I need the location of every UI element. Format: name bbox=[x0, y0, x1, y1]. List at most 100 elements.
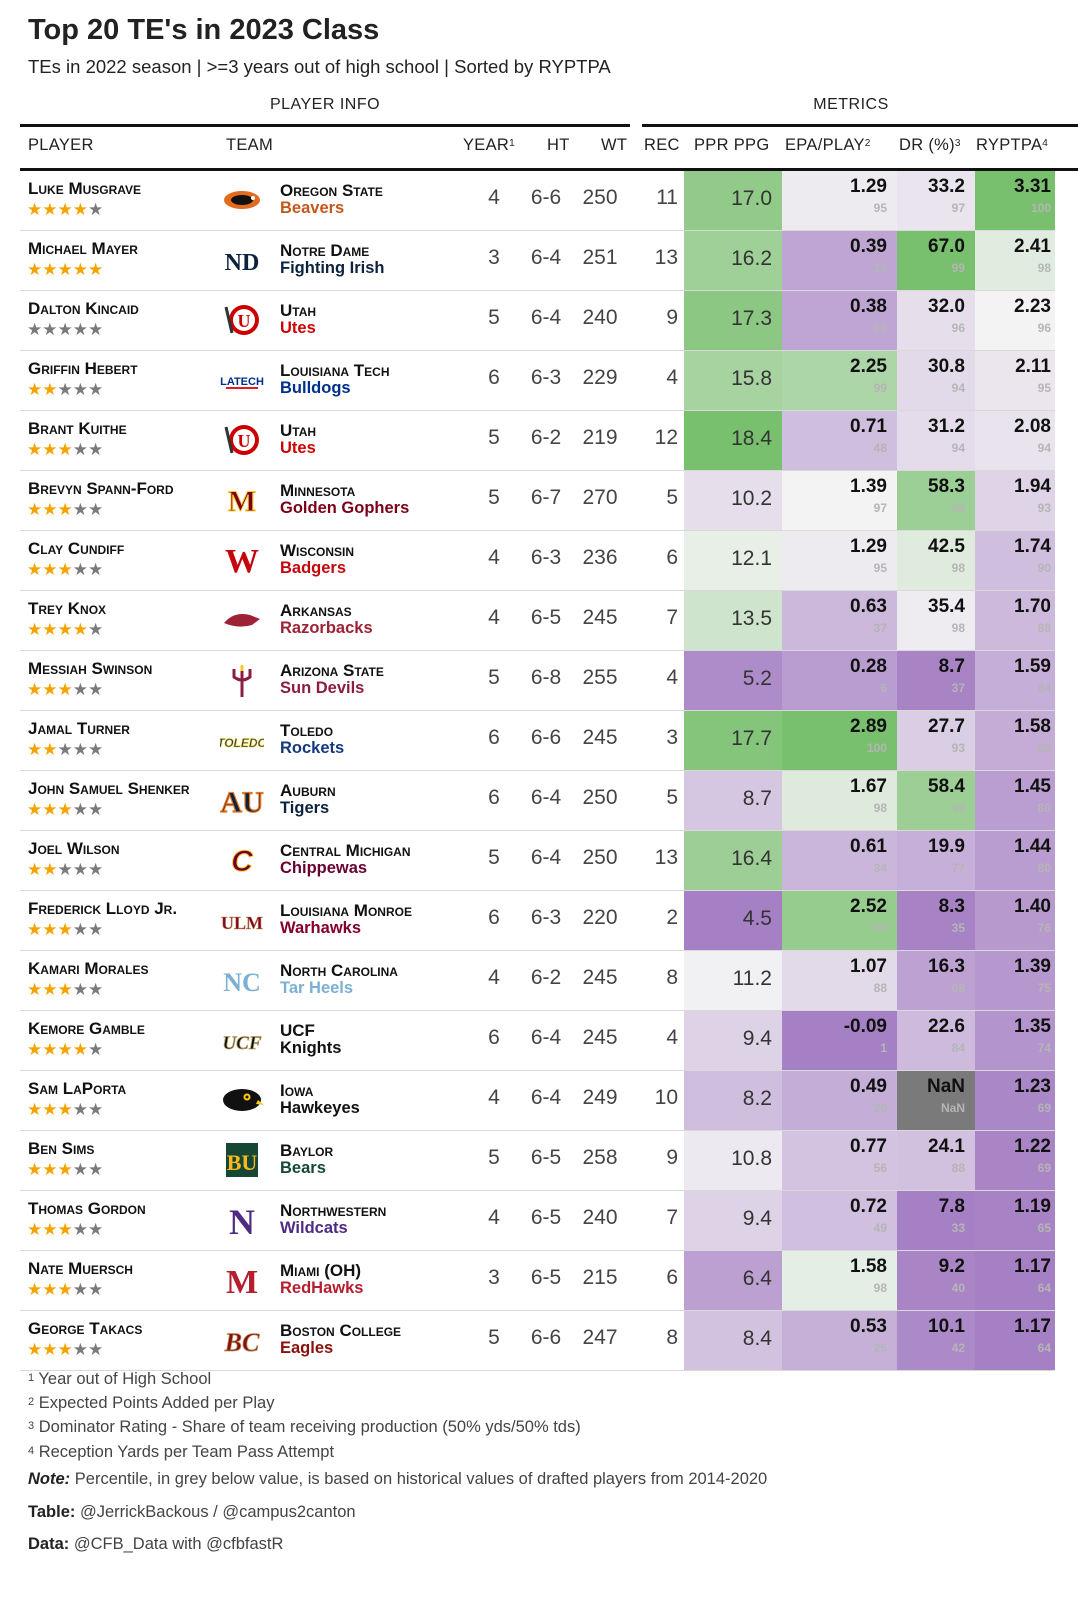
dr-percentile: 33 bbox=[951, 1221, 965, 1235]
svg-text:U: U bbox=[238, 431, 251, 451]
table-row: Kemore Gamble ★★★★★ UCF UCF Knights 6 6-4 245 4 9… bbox=[20, 1010, 1055, 1071]
ht-cell: 6-6 bbox=[518, 710, 574, 771]
ppr-value: 17.3 bbox=[731, 307, 772, 330]
year-value: 5 bbox=[488, 1146, 500, 1169]
svg-text:U: U bbox=[238, 311, 251, 331]
ryptpa-percentile: 65 bbox=[1037, 1221, 1051, 1235]
rec-cell: 6 bbox=[626, 530, 684, 591]
svg-text:W: W bbox=[225, 543, 259, 577]
team-name: Wisconsin bbox=[280, 541, 355, 560]
svg-text:M: M bbox=[228, 485, 256, 517]
header-year: YEAR1 bbox=[463, 136, 516, 154]
svg-text:BU: BU bbox=[227, 1150, 258, 1175]
logo-cell bbox=[218, 650, 280, 711]
wt-cell: 258 bbox=[574, 1130, 626, 1191]
ppr-value: 16.4 bbox=[731, 847, 772, 870]
ryptpa-cell: 1.23 69 bbox=[975, 1070, 1055, 1131]
team-nickname: Sun Devils bbox=[280, 679, 365, 697]
team-name: Baylor bbox=[280, 1141, 334, 1160]
dr-value: 32.0 bbox=[928, 296, 965, 317]
ryptpa-percentile: 84 bbox=[1037, 681, 1051, 695]
wt-cell: 245 bbox=[574, 590, 626, 651]
player-name: Nate Muersch bbox=[28, 1259, 133, 1278]
height-value: 6-8 bbox=[530, 666, 562, 689]
footnote-data-credit: Data: @CFB_Data with @cfbfastR bbox=[28, 1535, 284, 1553]
year-cell: 4 bbox=[470, 950, 518, 1011]
team-cell: Auburn Tigers bbox=[280, 770, 470, 831]
wt-cell: 220 bbox=[574, 890, 626, 951]
ryptpa-percentile: 76 bbox=[1037, 921, 1051, 935]
ryptpa-cell: 1.70 88 bbox=[975, 590, 1055, 651]
rec-cell: 7 bbox=[626, 1190, 684, 1251]
ht-cell: 6-5 bbox=[518, 590, 574, 651]
epa-value: 2.52 bbox=[850, 896, 887, 917]
team-nickname: Tar Heels bbox=[280, 979, 354, 997]
dr-value: 16.3 bbox=[928, 956, 965, 977]
ppr-cell: 16.2 bbox=[684, 230, 782, 291]
team-cell: Northwestern Wildcats bbox=[280, 1190, 470, 1251]
ryptpa-value: 1.40 bbox=[1014, 896, 1051, 917]
ht-cell: 6-2 bbox=[518, 950, 574, 1011]
year-value: 4 bbox=[488, 1206, 500, 1229]
footnote-3: 3 Dominator Rating - Share of team recei… bbox=[28, 1418, 581, 1436]
rec-value: 11 bbox=[656, 186, 678, 209]
table-row: Brant Kuithe ★★★★★ U Utah Utes 5 6-2 219 12 18.4 0… bbox=[20, 410, 1055, 471]
ryptpa-value: 1.58 bbox=[1014, 716, 1051, 737]
player-name: George Takacs bbox=[28, 1319, 143, 1338]
ryptpa-value: 2.11 bbox=[1015, 356, 1051, 377]
year-value: 5 bbox=[488, 306, 500, 329]
ht-cell: 6-4 bbox=[518, 830, 574, 891]
dr-cell: 33.2 97 bbox=[897, 171, 975, 231]
logo-cell: LATECH bbox=[218, 350, 280, 411]
weight-value: 229 bbox=[582, 366, 618, 389]
dr-value: 9.2 bbox=[938, 1256, 965, 1277]
team-cell: Utah Utes bbox=[280, 410, 470, 471]
rec-cell: 10 bbox=[626, 1070, 684, 1131]
header-ppr: PPR PPG bbox=[694, 136, 770, 154]
logo-cell: W bbox=[218, 530, 280, 591]
ryptpa-cell: 3.31 100 bbox=[975, 171, 1055, 231]
ryptpa-cell: 1.35 74 bbox=[975, 1010, 1055, 1071]
dr-percentile: 93 bbox=[951, 741, 965, 755]
player-cell: Griffin Hebert ★★★★★ bbox=[20, 350, 218, 411]
epa-percentile: 49 bbox=[873, 1221, 887, 1235]
ryptpa-value: 1.45 bbox=[1014, 776, 1051, 797]
ht-cell: 6-4 bbox=[518, 230, 574, 291]
player-cell: Sam LaPorta ★★★★★ bbox=[20, 1070, 218, 1131]
team-name: UCF bbox=[280, 1021, 315, 1040]
weight-value: 250 bbox=[582, 846, 618, 869]
dr-value: 19.9 bbox=[928, 836, 965, 857]
header-wt: WT bbox=[601, 136, 628, 154]
year-value: 5 bbox=[488, 846, 500, 869]
dr-percentile: 99 bbox=[951, 801, 965, 815]
epa-value: 0.77 bbox=[850, 1136, 887, 1157]
ryptpa-cell: 1.22 69 bbox=[975, 1130, 1055, 1191]
year-value: 6 bbox=[488, 786, 500, 809]
star-rating: ★★★★★ bbox=[27, 800, 104, 819]
wt-cell: 245 bbox=[574, 710, 626, 771]
ppr-cell: 8.4 bbox=[684, 1310, 782, 1371]
epa-value: 2.25 bbox=[850, 356, 887, 377]
team-name: Toledo bbox=[280, 721, 334, 740]
ht-cell: 6-3 bbox=[518, 530, 574, 591]
player-name: Brevyn Spann-Ford bbox=[28, 479, 174, 498]
year-cell: 3 bbox=[470, 230, 518, 291]
rec-value: 4 bbox=[666, 666, 678, 689]
rec-cell: 2 bbox=[626, 890, 684, 951]
dr-percentile: 68 bbox=[951, 981, 965, 995]
team-cell: Toledo Rockets bbox=[280, 710, 470, 771]
epa-cell: 2.89 100 bbox=[782, 710, 897, 771]
epa-cell: 0.71 48 bbox=[782, 410, 897, 471]
team-name: Louisiana Tech bbox=[280, 361, 390, 380]
dr-value: NaN bbox=[926, 1076, 965, 1097]
ryptpa-cell: 1.17 64 bbox=[975, 1250, 1055, 1311]
player-cell: Frederick Lloyd Jr. ★★★★★ bbox=[20, 890, 218, 951]
epa-percentile: 37 bbox=[873, 621, 887, 635]
chart-title: Top 20 TE's in 2023 Class bbox=[28, 14, 380, 46]
ppr-value: 10.8 bbox=[731, 1147, 772, 1170]
dr-percentile: 99 bbox=[951, 501, 965, 515]
rec-value: 10 bbox=[654, 1086, 678, 1109]
dr-percentile: 77 bbox=[951, 861, 965, 875]
epa-cell: 2.52 99 bbox=[782, 890, 897, 951]
epa-value: 0.38 bbox=[850, 296, 887, 317]
